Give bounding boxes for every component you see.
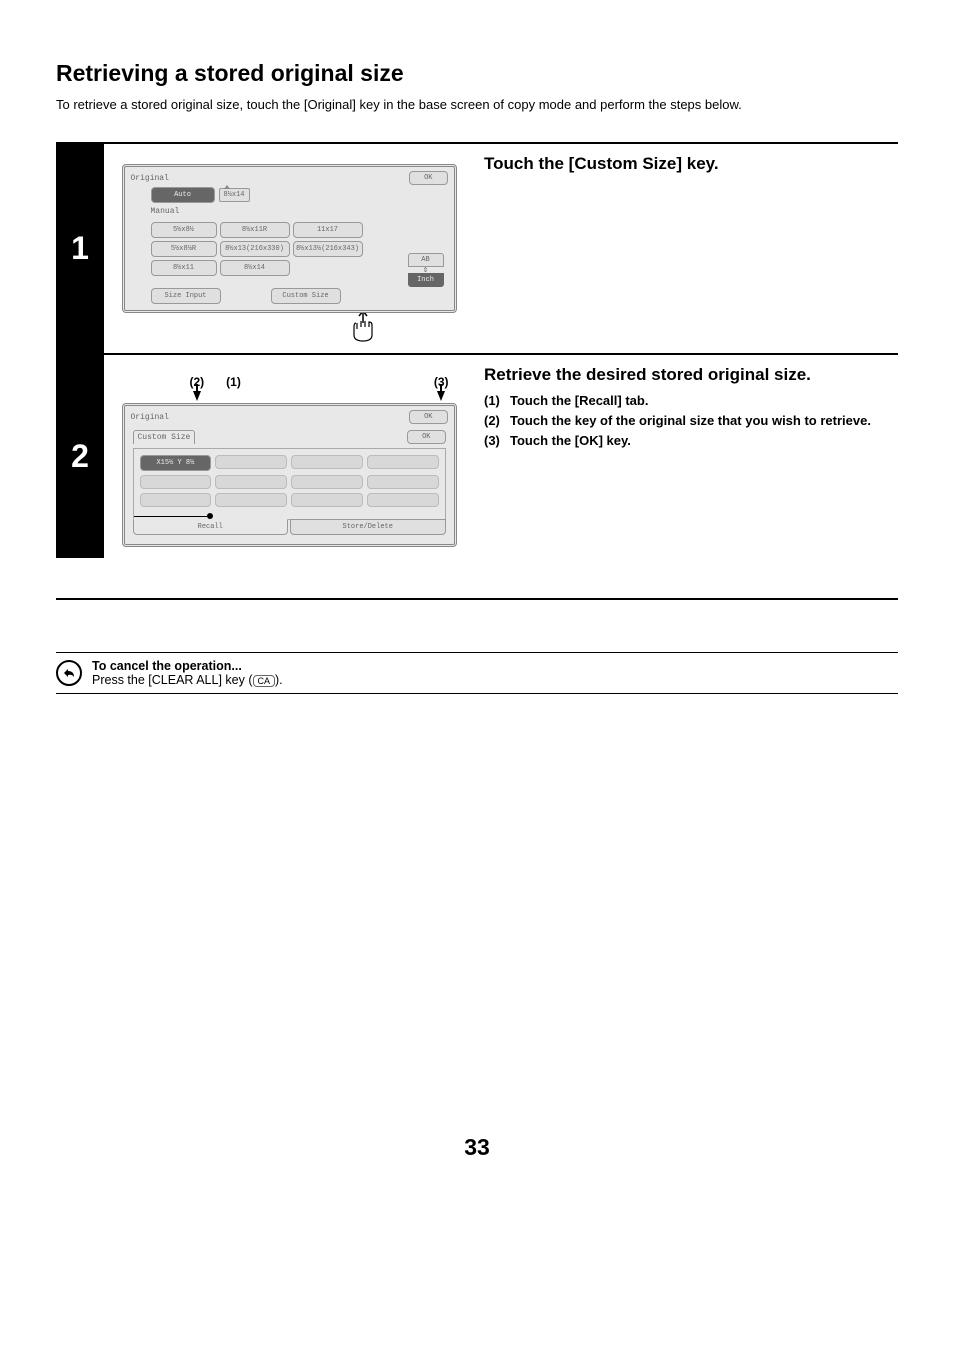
- original-dialog-2: Original OK Custom Size OK X15½ Y 8½: [122, 403, 457, 547]
- ok-button[interactable]: OK: [409, 171, 447, 185]
- arrow-down-icon: [193, 391, 201, 401]
- step-1-number: 1: [56, 144, 104, 353]
- cancel-note: To cancel the operation... Press the [CL…: [56, 652, 898, 694]
- stored-slot[interactable]: [367, 493, 439, 507]
- stored-slot[interactable]: [215, 455, 287, 469]
- stored-size-button[interactable]: X15½ Y 8½: [140, 455, 212, 471]
- intro-text: To retrieve a stored original size, touc…: [56, 97, 898, 112]
- custom-size-label: Custom Size: [133, 430, 196, 444]
- stored-slot[interactable]: [367, 455, 439, 469]
- dialog-title: Original: [131, 413, 169, 422]
- stored-slot[interactable]: [291, 493, 363, 507]
- inch-button[interactable]: Inch: [408, 273, 444, 287]
- size-grid: 5½x8½ 8½x11R 11x17 5½x8½R 8½x13(216x330)…: [125, 222, 454, 276]
- step-2-sub-2: (2) Touch the key of the original size t…: [484, 413, 898, 428]
- unit-toggle[interactable]: AB ⇕ Inch: [408, 253, 444, 287]
- custom-size-button[interactable]: Custom Size: [271, 288, 341, 304]
- page-number: 33: [56, 1134, 898, 1161]
- ok-button-2[interactable]: OK: [407, 430, 445, 444]
- size-btn[interactable]: 11x17: [293, 222, 363, 238]
- size-btn[interactable]: 8½x11R: [220, 222, 290, 238]
- original-dialog-1: Original OK Auto 8½x14 Manual 5½x8½ 8½x1…: [122, 164, 457, 313]
- detected-size: 8½x14: [219, 188, 250, 202]
- step-1: 1 Original OK Auto 8½x14 Manual 5½x8½ 8½…: [56, 142, 898, 353]
- step-2-number: 2: [56, 355, 104, 558]
- callout-1: (1): [226, 375, 241, 389]
- step-2-image: (2) (1) (3) Original OK Custom Size OK: [104, 355, 474, 558]
- size-btn[interactable]: 5½x8½R: [151, 241, 217, 257]
- dialog-title: Original: [131, 174, 169, 183]
- size-btn[interactable]: 8½x13(216x330): [220, 241, 290, 257]
- size-btn[interactable]: 8½x13½(216x343): [293, 241, 363, 257]
- size-btn[interactable]: 8½x11: [151, 260, 217, 276]
- section-end-rule: [56, 598, 898, 600]
- tab-bar: Recall Store/Delete: [133, 519, 446, 536]
- stored-slot[interactable]: [291, 475, 363, 489]
- note-body: Press the [CLEAR ALL] key (CA).: [92, 673, 283, 687]
- step-2: 2 (2) (1) (3) Original OK Custom Size: [56, 353, 898, 558]
- step-1-heading: Touch the [Custom Size] key.: [484, 154, 898, 174]
- page-title: Retrieving a stored original size: [56, 60, 898, 87]
- callout-row: (2) (1) (3): [122, 375, 457, 401]
- tab-store-delete[interactable]: Store/Delete: [290, 519, 446, 535]
- stored-slot[interactable]: [140, 475, 212, 489]
- stored-slot[interactable]: [140, 493, 212, 507]
- size-btn[interactable]: 8½x14: [220, 260, 290, 276]
- auto-button[interactable]: Auto: [151, 187, 215, 203]
- ok-button[interactable]: OK: [409, 410, 447, 424]
- size-input-button[interactable]: Size Input: [151, 288, 221, 304]
- ca-key-icon: CA: [253, 675, 276, 687]
- stored-slot[interactable]: [291, 455, 363, 469]
- tab-recall[interactable]: Recall: [133, 519, 289, 535]
- stored-grid: X15½ Y 8½: [138, 453, 441, 515]
- step-1-image: Original OK Auto 8½x14 Manual 5½x8½ 8½x1…: [104, 144, 474, 353]
- undo-icon: [56, 660, 82, 686]
- size-btn[interactable]: 5½x8½: [151, 222, 217, 238]
- arrow-down-icon: [437, 391, 445, 401]
- step-2-sub-3: (3) Touch the [OK] key.: [484, 433, 898, 448]
- note-title: To cancel the operation...: [92, 659, 283, 673]
- stored-slot[interactable]: [215, 475, 287, 489]
- cursor-icon: [349, 309, 379, 343]
- step-2-heading: Retrieve the desired stored original siz…: [484, 365, 898, 385]
- step-2-sub-1: (1) Touch the [Recall] tab.: [484, 393, 898, 408]
- manual-label: Manual: [151, 207, 180, 216]
- stored-slot[interactable]: [367, 475, 439, 489]
- stored-slot[interactable]: [215, 493, 287, 507]
